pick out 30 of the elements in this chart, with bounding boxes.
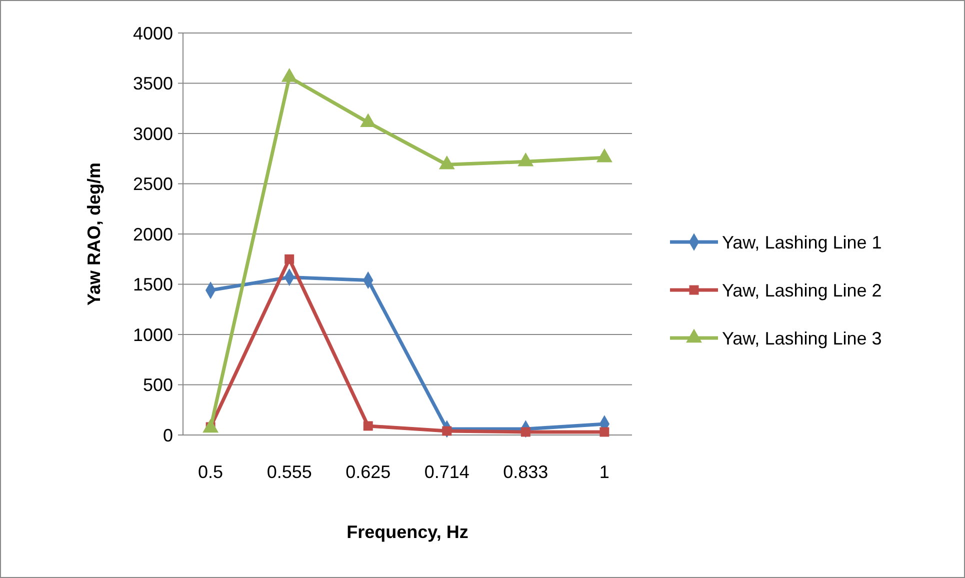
point <box>600 427 610 437</box>
x-axis-title: Frequency, Hz <box>346 522 468 542</box>
x-tick-label: 0.625 <box>346 462 391 482</box>
point <box>360 113 376 128</box>
y-tick-label: 0 <box>162 425 173 446</box>
y-tick-label: 4000 <box>132 23 173 44</box>
legend-label: Yaw, Lashing Line 3 <box>722 328 882 348</box>
y-axis-title: Yaw RAO, deg/m <box>84 162 104 306</box>
x-tick-label: 1 <box>599 462 610 482</box>
y-tick-label: 3000 <box>132 124 173 144</box>
legend-label: Yaw, Lashing Line 1 <box>722 232 882 252</box>
point <box>363 421 373 431</box>
point <box>284 254 294 264</box>
x-tick-label: 0.833 <box>503 462 548 482</box>
point <box>442 426 452 436</box>
y-tick-label: 3500 <box>132 74 173 94</box>
y-tick-label: 2500 <box>132 174 173 194</box>
legend-label: Yaw, Lashing Line 2 <box>722 280 882 300</box>
point <box>596 148 612 162</box>
point <box>518 152 534 166</box>
point <box>438 155 455 170</box>
x-tick-label: 0.714 <box>424 462 470 482</box>
x-tick-label: 0.555 <box>266 462 312 482</box>
y-tick-label: 2000 <box>132 224 173 244</box>
point <box>281 68 298 82</box>
y-tick-label: 1000 <box>132 324 173 345</box>
y-tick-label: 1500 <box>132 274 173 295</box>
point <box>520 427 530 437</box>
y-tick-label: 500 <box>142 375 173 396</box>
x-tick-label: 0.5 <box>198 462 224 482</box>
